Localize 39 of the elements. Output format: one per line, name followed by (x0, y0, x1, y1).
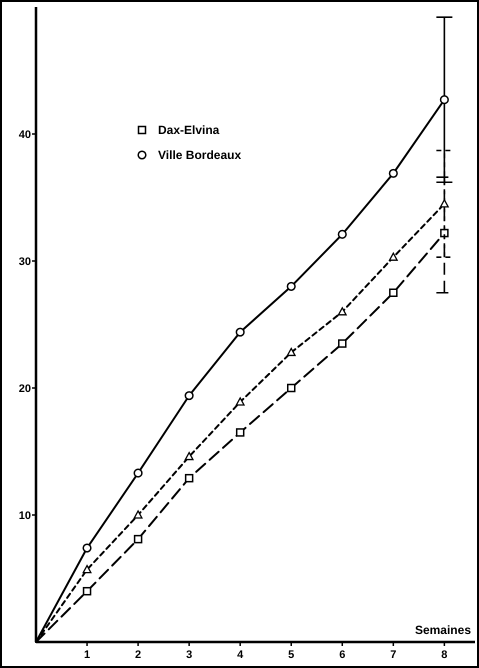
point (286, 384, 296, 392)
x-tick-label: 2 (135, 649, 142, 661)
y-tick-label: 30 (18, 256, 31, 268)
x-axis-title: Semaines (414, 623, 472, 637)
point (440, 95, 449, 104)
point (440, 228, 449, 238)
x-tick-label: 4 (237, 649, 244, 661)
y-tick-label: 40 (18, 128, 31, 141)
y-tick-label: 20 (18, 382, 31, 395)
point (338, 339, 347, 348)
x-tick-label: 3 (186, 649, 192, 661)
point (134, 510, 143, 519)
x-tick-label: 5 (288, 649, 294, 661)
point (82, 586, 92, 596)
point (184, 452, 194, 460)
legend-label: Ville Bordeaux (158, 148, 242, 162)
point (388, 252, 398, 261)
point (236, 397, 245, 406)
point (236, 428, 244, 437)
point (82, 543, 92, 553)
point (338, 230, 347, 239)
x-tick-label: 6 (339, 649, 346, 661)
x-tick-label: 1 (84, 649, 90, 661)
point (236, 328, 245, 337)
x-tick-label: 7 (390, 649, 396, 661)
point (82, 564, 92, 574)
point (286, 282, 296, 291)
legend-label: Dax-Elvina (158, 123, 220, 138)
point (338, 307, 347, 316)
point (388, 168, 398, 178)
x-tick-label: 8 (441, 649, 448, 661)
point (184, 391, 194, 400)
point (286, 348, 296, 356)
point (134, 468, 143, 478)
point (184, 474, 194, 482)
point (440, 199, 449, 208)
y-tick-label: 10 (18, 510, 31, 522)
point (134, 534, 142, 544)
point (389, 288, 398, 297)
